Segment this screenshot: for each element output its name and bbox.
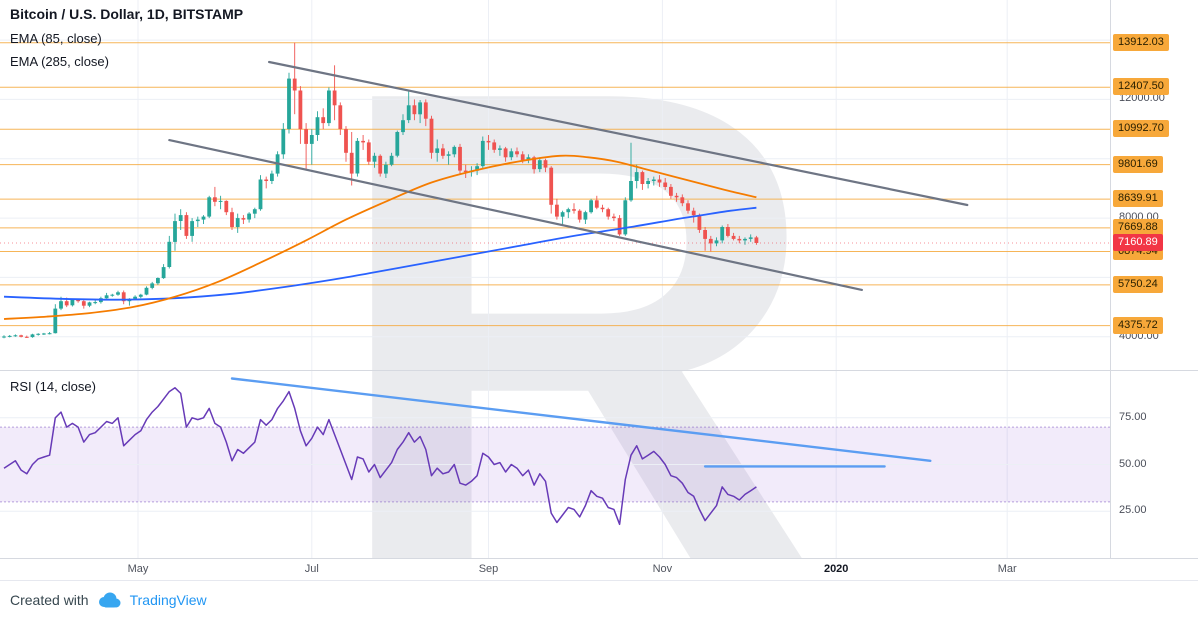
price-level-label: 5750.24	[1113, 275, 1163, 293]
price-grid-label: 12000.00	[1119, 92, 1165, 105]
rsi-axis-label: 50.00	[1119, 457, 1147, 470]
price-level-label: 4375.72	[1113, 316, 1163, 334]
price-axis[interactable]: 12000.00 8000.00 4000.00 13912.03 12407.50 10…	[1110, 0, 1198, 558]
ema-85-line[interactable]	[3, 154, 757, 320]
price-level-label: 10992.70	[1113, 120, 1169, 138]
time-axis[interactable]: May Jul Sep Nov 2020 Mar	[0, 559, 1110, 580]
time-label: Nov	[652, 563, 673, 575]
ema-fast-label[interactable]: EMA (85, close)	[10, 31, 102, 46]
time-label: Mar	[997, 563, 1017, 575]
price-level-label: 12407.50	[1113, 78, 1169, 96]
trendline-lower[interactable]	[168, 139, 864, 291]
rsi-label[interactable]: RSI (14, close)	[10, 379, 96, 394]
time-axis-divider	[0, 558, 1198, 559]
created-with-text: Created with	[10, 591, 89, 608]
time-label: 2020	[823, 563, 849, 575]
footer: Created with TradingView	[0, 580, 1198, 618]
price-level-label: 7669.88	[1113, 218, 1163, 236]
rsi-line[interactable]	[3, 387, 757, 526]
time-label: Sep	[478, 563, 499, 575]
main-legend: Bitcoin / U.S. Dollar, 1D, BITSTAMP EMA …	[10, 6, 243, 77]
current-price-label: 7160.89	[1113, 234, 1163, 251]
candlestick-series	[2, 42, 759, 339]
price-chart-canvas[interactable]	[0, 0, 1110, 370]
rsi-chart-canvas[interactable]	[0, 371, 1110, 558]
rsi-pane[interactable]: RSI (14, close)	[0, 371, 1110, 558]
trendline-upper[interactable]	[268, 60, 969, 207]
time-label: Jul	[304, 563, 319, 575]
pane-divider[interactable]	[0, 370, 1198, 371]
time-label: May	[127, 563, 149, 575]
ema-285-line[interactable]	[3, 206, 757, 301]
ema-slow-label[interactable]: EMA (285, close)	[10, 54, 109, 69]
rsi-trendline-1[interactable]	[230, 377, 932, 463]
price-level-label: 9801.69	[1113, 155, 1163, 173]
tradingview-cloud-icon[interactable]	[96, 591, 123, 609]
tradingview-link[interactable]: TradingView	[129, 591, 207, 608]
rsi-legend: RSI (14, close)	[10, 379, 96, 402]
price-level-label: 8639.91	[1113, 190, 1163, 208]
symbol-title[interactable]: Bitcoin / U.S. Dollar, 1D, BITSTAMP	[10, 6, 244, 22]
rsi-axis-label: 75.00	[1119, 410, 1147, 423]
price-level-label: 13912.03	[1113, 33, 1169, 51]
rsi-axis-label: 25.00	[1119, 504, 1147, 517]
price-pane[interactable]: Bitcoin / U.S. Dollar, 1D, BITSTAMP EMA …	[0, 0, 1110, 370]
